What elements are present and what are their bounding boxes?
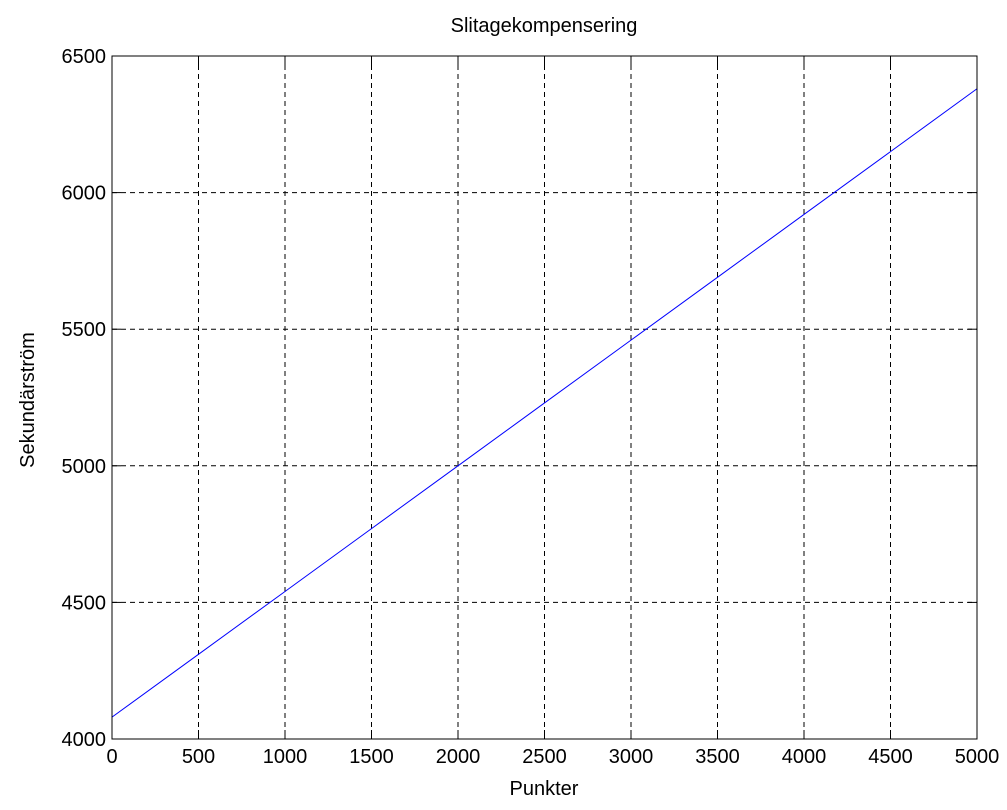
x-tick-label: 5000 [955, 746, 1000, 768]
y-tick-label: 6500 [62, 46, 107, 68]
x-tick-label: 1500 [349, 746, 394, 768]
y-axis-label: Sekundärström [17, 332, 39, 468]
x-tick-label: 1000 [263, 746, 308, 768]
x-tick-label: 2000 [436, 746, 481, 768]
series-layer [111, 88, 978, 718]
y-tick-label: 5000 [62, 456, 107, 478]
x-tick-label: 4000 [782, 746, 827, 768]
x-tick-label: 2500 [522, 746, 567, 768]
x-tick-label: 3500 [695, 746, 740, 768]
x-tick-labels: 0 500 1000 1500 2000 2500 3000 3500 4000 4500 5000 [106, 746, 999, 768]
x-tick-label: 500 [182, 746, 215, 768]
y-tick-labels: 4000 4500 5000 5500 6000 6500 [62, 46, 107, 751]
x-tick-label: 4500 [868, 746, 913, 768]
series-line [111, 88, 978, 718]
y-tick-label: 4500 [62, 592, 107, 614]
tick-marks [111, 55, 978, 740]
x-tick-label: 0 [106, 746, 117, 768]
x-axis-label: Punkter [510, 778, 579, 800]
y-tick-label: 5500 [62, 319, 107, 341]
y-tick-label: 6000 [62, 183, 107, 205]
x-tick-label: 3000 [609, 746, 654, 768]
grid [112, 56, 977, 739]
y-tick-label: 4000 [62, 729, 107, 751]
chart-title: Slitagekompensering [451, 15, 638, 37]
